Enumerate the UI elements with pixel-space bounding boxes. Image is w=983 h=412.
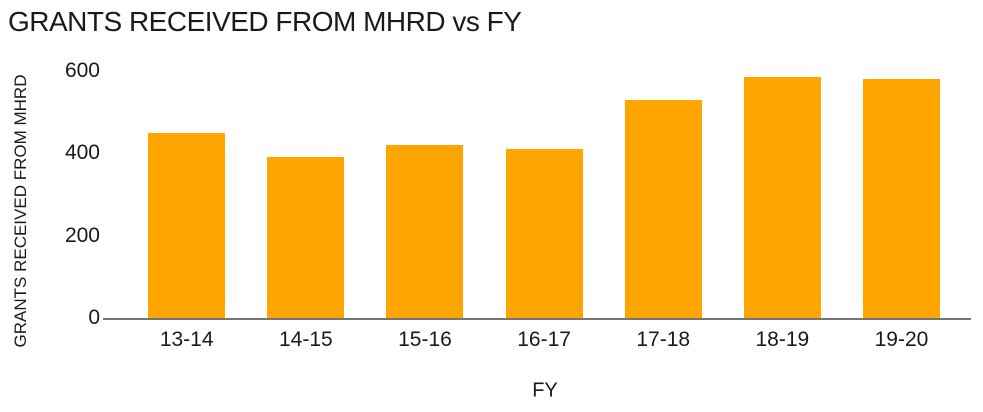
x-tick-label: 18-19 [755,328,810,351]
bar [505,149,583,318]
bar [267,157,345,318]
x-axis-label: FY [532,379,558,402]
x-tick-label: 15-16 [398,328,452,351]
x-tick-label: 19-20 [874,328,929,351]
bar [624,99,702,318]
y-tick-label: 400 [64,141,100,165]
x-tick-label: 17-18 [636,328,691,351]
bar [386,145,464,318]
bar [148,132,226,318]
chart-title: GRANTS RECEIVED FROM MHRD vs FY [8,6,522,37]
y-tick-label: 0 [88,306,100,329]
y-axis-label: GRANTS RECEIVED FROM MHRD [11,74,30,348]
y-tick-label: 600 [64,59,100,82]
bar [862,79,940,318]
plot-area [103,71,971,320]
x-tick-label: 16-17 [517,328,571,351]
y-tick-label: 200 [64,223,100,247]
x-tick-label: 13-14 [159,328,214,351]
x-tick-label: 14-15 [278,328,333,351]
bar [743,77,821,318]
